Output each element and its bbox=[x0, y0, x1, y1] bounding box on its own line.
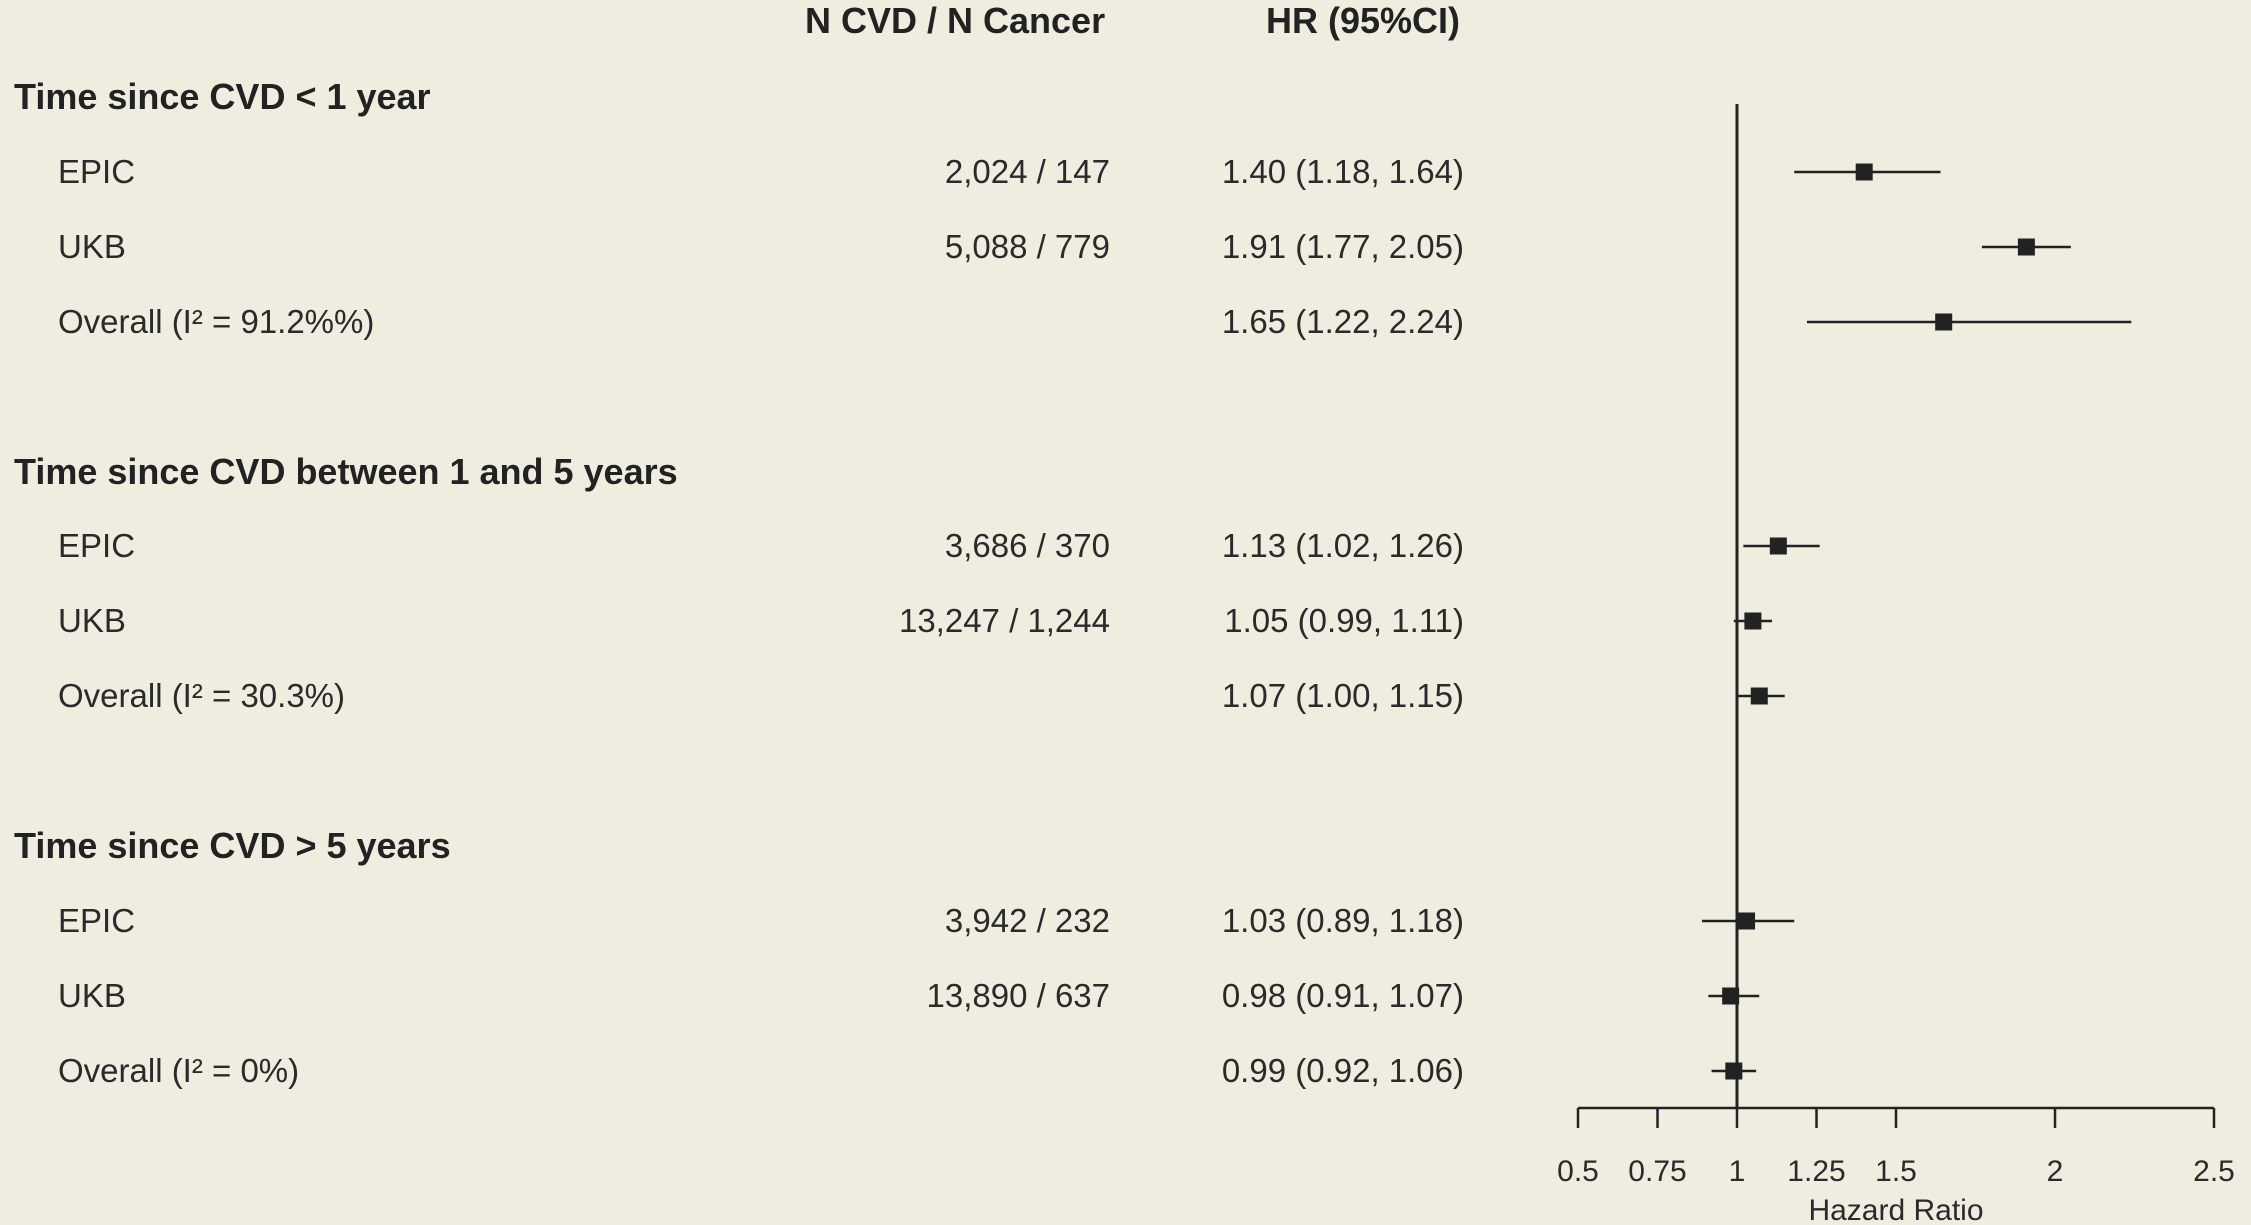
point-marker bbox=[1769, 537, 1787, 555]
row-hr: 0.98 (0.91, 1.07) bbox=[1221, 977, 1464, 1014]
point-marker bbox=[2017, 238, 2035, 256]
point-marker bbox=[1935, 313, 1953, 331]
n-column-header: N CVD / N Cancer bbox=[805, 0, 1106, 41]
x-tick-label: 0.5 bbox=[1557, 1155, 1599, 1188]
row-n: 3,686 / 370 bbox=[944, 527, 1110, 564]
point-marker bbox=[1738, 912, 1756, 930]
row-label: EPIC bbox=[58, 902, 136, 939]
row-label: EPIC bbox=[58, 527, 136, 564]
row-label: UKB bbox=[58, 228, 126, 265]
x-tick-label: 1 bbox=[1729, 1155, 1746, 1188]
x-axis-title: Hazard Ratio bbox=[1808, 1194, 1983, 1225]
row-n: 5,088 / 779 bbox=[944, 228, 1110, 265]
row-n: 3,942 / 232 bbox=[944, 902, 1110, 939]
group-title: Time since CVD > 5 years bbox=[14, 825, 451, 866]
row-label: Overall (I² = 91.2%%) bbox=[58, 303, 375, 340]
row-hr: 1.40 (1.18, 1.64) bbox=[1221, 153, 1464, 190]
row-hr: 1.05 (0.99, 1.11) bbox=[1224, 602, 1464, 639]
point-marker bbox=[1855, 163, 1873, 181]
row-hr: 1.03 (0.89, 1.18) bbox=[1221, 902, 1464, 939]
row-label: UKB bbox=[58, 977, 126, 1014]
row-label: Overall (I² = 30.3%) bbox=[58, 677, 346, 714]
x-tick-label: 1.25 bbox=[1787, 1155, 1845, 1188]
row-label: UKB bbox=[58, 602, 126, 639]
row-label: EPIC bbox=[58, 153, 136, 190]
point-marker bbox=[1750, 687, 1768, 705]
x-tick-label: 0.75 bbox=[1628, 1155, 1686, 1188]
point-marker bbox=[1722, 987, 1740, 1005]
row-label: Overall (I² = 0%) bbox=[58, 1052, 300, 1089]
point-marker bbox=[1744, 612, 1762, 630]
row-hr: 1.07 (1.00, 1.15) bbox=[1221, 677, 1464, 714]
row-n: 13,890 / 637 bbox=[926, 977, 1111, 1014]
row-hr: 1.65 (1.22, 2.24) bbox=[1221, 303, 1464, 340]
group-title: Time since CVD between 1 and 5 years bbox=[14, 451, 678, 492]
group-title: Time since CVD < 1 year bbox=[14, 76, 431, 117]
x-tick-label: 2 bbox=[2047, 1155, 2064, 1188]
x-tick-label: 1.5 bbox=[1875, 1155, 1917, 1188]
point-marker bbox=[1725, 1062, 1743, 1080]
row-hr: 0.99 (0.92, 1.06) bbox=[1221, 1052, 1464, 1089]
row-hr: 1.13 (1.02, 1.26) bbox=[1221, 527, 1464, 564]
hr-column-header: HR (95%CI) bbox=[1266, 0, 1461, 41]
row-n: 13,247 / 1,244 bbox=[898, 602, 1110, 639]
row-hr: 1.91 (1.77, 2.05) bbox=[1221, 228, 1464, 265]
x-tick-label: 2.5 bbox=[2193, 1155, 2235, 1188]
row-n: 2,024 / 147 bbox=[944, 153, 1110, 190]
